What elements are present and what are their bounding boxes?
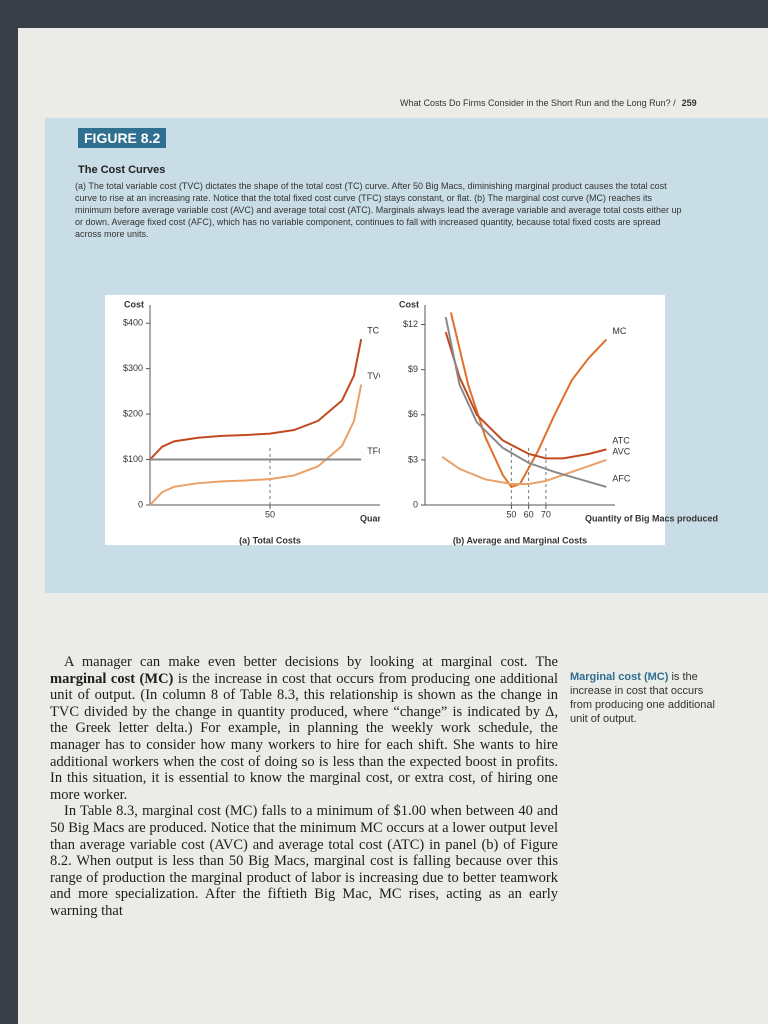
y-tick-label: $100 [123, 454, 143, 464]
y-tick-label: 0 [413, 499, 418, 509]
curve-label: TC [367, 325, 379, 335]
definition: is the increase in cost that occurs from… [570, 671, 715, 725]
x-tick-label: 60 [524, 509, 534, 519]
y-tick-label: 0 [138, 499, 143, 509]
curve-label: MC [612, 326, 626, 336]
curve-label: ATC [612, 436, 630, 446]
y-tick-label: $200 [123, 408, 143, 418]
y-tick-label: $6 [408, 409, 418, 419]
running-title: What Costs Do Firms Consider in the Shor… [400, 98, 671, 108]
figure-label: FIGURE 8.2 [78, 128, 167, 148]
separator: / [673, 98, 676, 108]
curve-label: TVC [367, 371, 386, 381]
key-term: marginal cost (MC) [50, 670, 174, 687]
x-tick-label: 70 [541, 509, 551, 519]
x-tick-label: 50 [506, 509, 516, 519]
text: is the increase in cost that occurs from… [50, 670, 558, 803]
y-axis-label: Cost [399, 299, 419, 309]
y-tick-label: $9 [408, 364, 418, 374]
curve-label: AVC [612, 446, 630, 456]
text: In Table 8.3, marginal cost (MC) falls t… [50, 803, 558, 919]
page-number: 259 [681, 98, 697, 108]
curve [441, 456, 607, 485]
y-tick-label: $400 [123, 318, 143, 328]
figure-caption: (a) The total variable cost (TVC) dictat… [75, 181, 682, 239]
curve-label: TFC [367, 446, 385, 456]
term: Marginal cost (MC) [570, 671, 669, 683]
paragraph: A manager can make even better decisions… [50, 654, 558, 803]
curve [149, 384, 363, 506]
body-text: A manager can make even better decisions… [50, 654, 558, 920]
panel-caption: (a) Total Costs [239, 535, 301, 545]
margin-note: Marginal cost (MC) is the increase in co… [570, 670, 720, 726]
curve [444, 331, 607, 460]
x-axis-label: Quantity of Big Macs produced [585, 513, 718, 523]
y-tick-label: $3 [408, 454, 418, 464]
plot-background [380, 295, 665, 545]
y-tick-label: $300 [123, 363, 143, 373]
panel-caption: (b) Average and Marginal Costs [453, 535, 587, 545]
y-axis-label: Cost [124, 299, 144, 309]
curve [444, 316, 607, 488]
curve [149, 338, 363, 461]
y-tick-label: $12 [403, 319, 418, 329]
curve-label: AFC [612, 473, 631, 483]
figure-title: The Cost Curves [78, 164, 166, 176]
running-header: What Costs Do Firms Consider in the Shor… [400, 98, 697, 108]
paragraph: In Table 8.3, marginal cost (MC) falls t… [50, 803, 558, 919]
x-tick-label: 50 [265, 509, 275, 519]
text: A manager can make even better decisions… [64, 654, 558, 670]
